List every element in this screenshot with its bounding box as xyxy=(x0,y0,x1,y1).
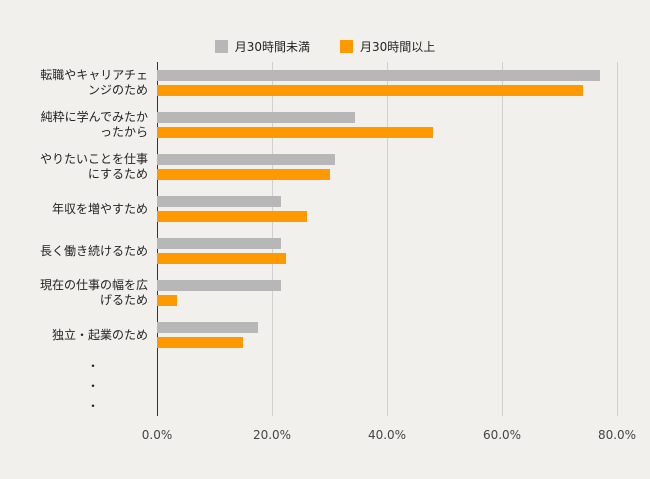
bar-over-30h[interactable] xyxy=(157,211,307,222)
gridline xyxy=(387,62,388,416)
legend-item: 月30時間未満 xyxy=(214,38,310,55)
gridline xyxy=(502,62,503,416)
bar-over-30h[interactable] xyxy=(157,253,287,264)
category-label: ・ xyxy=(86,398,99,413)
legend-item: 月30時間以上 xyxy=(340,38,435,55)
legend-label: 月30時間以上 xyxy=(360,39,436,54)
bar-area xyxy=(157,230,617,272)
x-axis-ticks: 0.0% 20.0% 40.0% 60.0% 80.0% xyxy=(142,422,636,446)
bar-under-30h[interactable] xyxy=(157,322,258,333)
bar-area xyxy=(157,146,617,188)
category-label: 年収を増やすため xyxy=(51,201,148,216)
x-tick-label: 20.0% xyxy=(252,428,292,442)
legend-swatch-icon xyxy=(340,39,353,53)
legend: 月30時間未満 月30時間以上 xyxy=(0,0,650,62)
bar-under-30h[interactable] xyxy=(157,238,281,249)
legend-label: 月30時間未満 xyxy=(234,39,310,54)
chart-rows: 転職やキャリアチェンジのため 純粋に学んでみたかったから やりたいことを仕事にするた… xyxy=(0,62,650,422)
gridline xyxy=(617,62,618,416)
category-label: ・ xyxy=(86,378,99,393)
chart-row: ・ xyxy=(0,356,650,376)
bar-over-30h[interactable] xyxy=(157,337,244,348)
x-tick-label: 80.0% xyxy=(597,428,637,442)
bar-area xyxy=(157,62,617,104)
chart-row: 純粋に学んでみたかったから xyxy=(0,104,650,146)
x-tick-label: 40.0% xyxy=(367,428,407,442)
chart-row: やりたいことを仕事にするため xyxy=(0,146,650,188)
bar-area xyxy=(157,104,617,146)
bar-over-30h[interactable] xyxy=(157,169,330,180)
category-label: やりたいことを仕事にするため xyxy=(39,152,148,181)
bar-under-30h[interactable] xyxy=(157,70,600,81)
bar-under-30h[interactable] xyxy=(157,112,356,123)
category-label: 独立・起業のため xyxy=(51,327,148,342)
chart-row: 長く働き続けるため xyxy=(0,230,650,272)
chart-row: 転職やキャリアチェンジのため xyxy=(0,62,650,104)
bar-area xyxy=(157,314,617,356)
x-tick-label: 0.0% xyxy=(141,428,173,442)
category-label: ・ xyxy=(86,358,99,373)
x-tick-label: 60.0% xyxy=(482,428,522,442)
category-label: 現在の仕事の幅を広げるため xyxy=(39,278,148,307)
bar-area xyxy=(157,376,617,396)
bar-area xyxy=(157,188,617,230)
chart-row: ・ xyxy=(0,396,650,416)
bar-over-30h[interactable] xyxy=(157,295,178,306)
bar-over-30h[interactable] xyxy=(157,85,583,96)
plot-area: 転職やキャリアチェンジのため 純粋に学んでみたかったから やりたいことを仕事にするた… xyxy=(0,62,650,422)
chart-row: 現在の仕事の幅を広げるため xyxy=(0,272,650,314)
bar-area xyxy=(157,356,617,376)
bar-under-30h[interactable] xyxy=(157,154,336,165)
category-label: 純粋に学んでみたかったから xyxy=(40,110,148,139)
bar-under-30h[interactable] xyxy=(157,196,281,207)
bar-area xyxy=(157,396,617,416)
chart-row: ・ xyxy=(0,376,650,396)
chart-row: 独立・起業のため xyxy=(0,314,650,356)
legend-swatch-icon xyxy=(214,39,228,53)
bar-under-30h[interactable] xyxy=(157,280,281,291)
category-label: 長く働き続けるため xyxy=(39,243,148,258)
chart-row: 年収を増やすため xyxy=(0,188,650,230)
category-label: 転職やキャリアチェンジのため xyxy=(40,68,148,97)
bar-area xyxy=(157,272,617,314)
bar-over-30h[interactable] xyxy=(157,127,433,138)
